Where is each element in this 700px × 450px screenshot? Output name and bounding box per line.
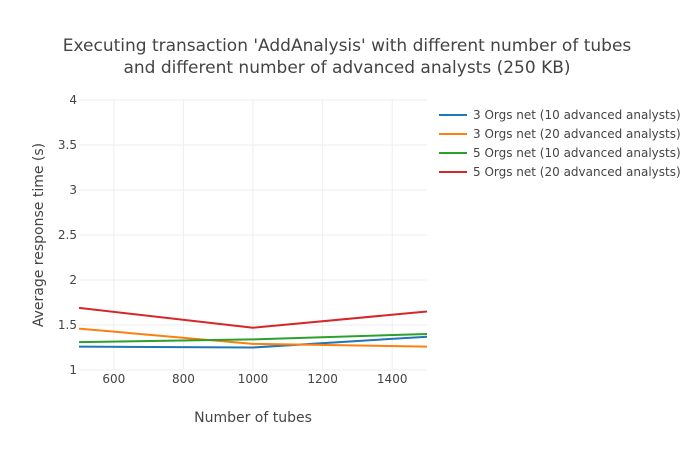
legend-label: 3 Orgs net (20 advanced analysts) [473,127,681,141]
legend-label: 3 Orgs net (10 advanced analysts) [473,108,681,122]
x-tick-label: 1400 [377,372,408,386]
y-tick-label: 2.5 [58,228,77,242]
gridlines [79,99,427,371]
series-line-1 [78,335,428,349]
y-axis-ticks: 1 1.5 2 2.5 3 3.5 4 [58,93,77,377]
legend-label: 5 Orgs net (20 advanced analysts) [473,165,681,179]
y-tick-label: 1.5 [58,318,77,332]
legend: 3 Orgs net (10 advanced analysts) 3 Orgs … [439,108,681,179]
x-tick-label: 1200 [307,372,338,386]
legend-item-4[interactable]: 5 Orgs net (20 advanced analysts) [439,165,681,179]
series-lines [78,306,428,349]
chart-title: Executing transaction 'AddAnalysis' with… [63,36,632,78]
x-axis-title: Number of tubes [194,410,312,426]
chart-title-line-1: Executing transaction 'AddAnalysis' with… [63,36,632,56]
x-tick-label: 600 [102,372,125,386]
y-tick-label: 4 [69,93,77,107]
series-line-2 [78,327,428,348]
y-axis-title: Average response time (s) [31,143,47,327]
series-line-3 [78,333,428,344]
y-tick-label: 3 [69,183,77,197]
y-tick-label: 1 [69,363,77,377]
legend-item-2[interactable]: 3 Orgs net (20 advanced analysts) [439,127,681,141]
chart-title-line-2: and different number of advanced analyst… [123,58,570,78]
x-tick-label: 800 [172,372,195,386]
legend-item-1[interactable]: 3 Orgs net (10 advanced analysts) [439,108,681,122]
series-line-4 [78,306,428,329]
x-axis-ticks: 600 800 1000 1200 1400 [102,372,407,386]
legend-item-3[interactable]: 5 Orgs net (10 advanced analysts) [439,146,681,160]
x-tick-label: 1000 [238,372,269,386]
y-tick-label: 2 [69,273,77,287]
legend-label: 5 Orgs net (10 advanced analysts) [473,146,681,160]
y-tick-label: 3.5 [58,138,77,152]
